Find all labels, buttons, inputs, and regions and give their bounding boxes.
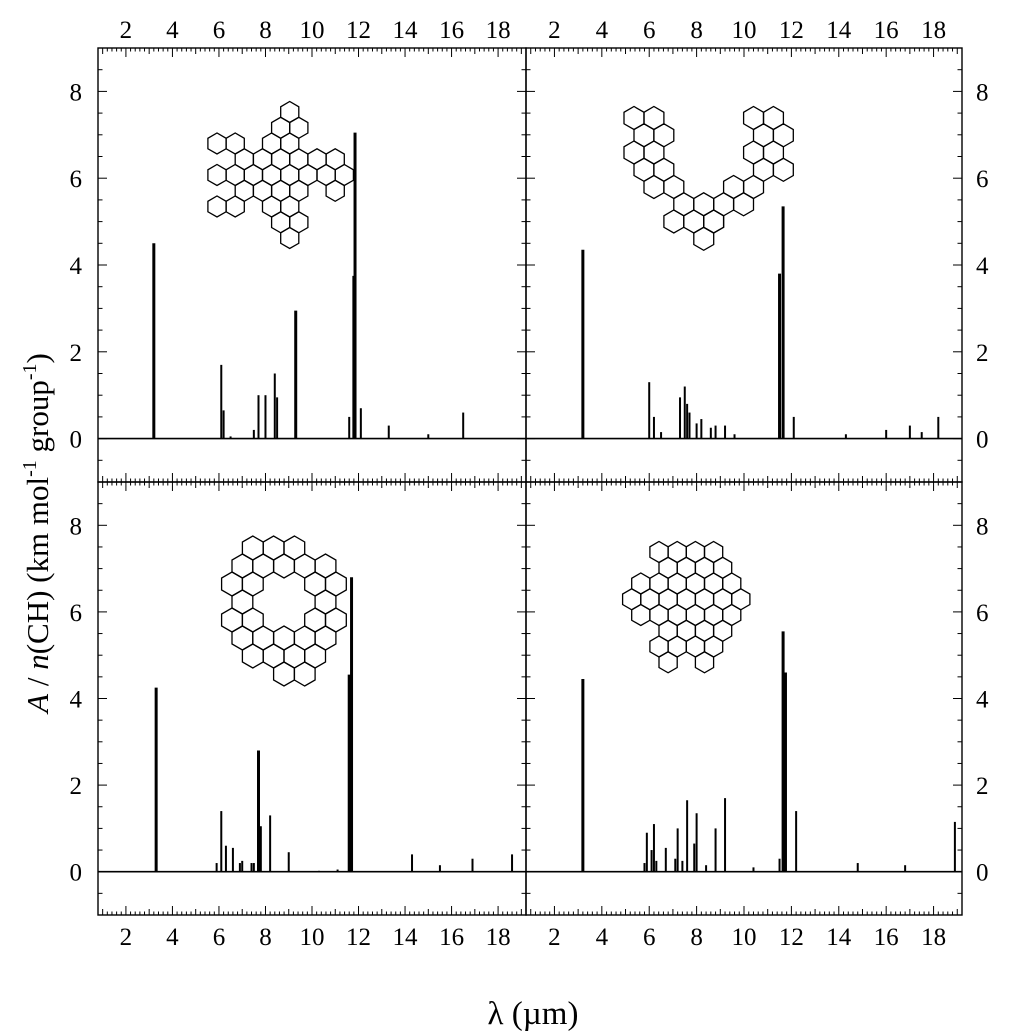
molecule-hexagon xyxy=(631,603,651,627)
molecule-hexagon xyxy=(207,195,227,218)
spectrum-panel-top-left: 2 4 6 8 10 12 14 16 18 0 2 4 6 8 xyxy=(70,17,527,483)
molecule-hexagon xyxy=(225,195,245,218)
x-tick-label: 12 xyxy=(779,17,804,44)
star-shaped-pah-molecule-icon xyxy=(207,100,355,250)
x-tick-label: 6 xyxy=(643,17,656,44)
x-tick-label: 12 xyxy=(779,924,804,951)
y-tick-label: 6 xyxy=(70,166,83,193)
x-tick-label: 10 xyxy=(300,17,325,44)
y-tick-label: 0 xyxy=(70,860,83,887)
x-tick-label: 16 xyxy=(439,17,464,44)
molecule-hexagon xyxy=(732,192,755,217)
y-tick-label: 4 xyxy=(976,253,989,280)
molecule-hexagon xyxy=(293,661,316,687)
x-tick-label: 18 xyxy=(486,924,511,951)
x-tick-label: 8 xyxy=(690,924,703,951)
y-tick-label: 2 xyxy=(70,773,83,800)
x-tick-label: 14 xyxy=(393,924,419,951)
y-tick-label: 6 xyxy=(976,166,989,193)
x-tick-label: 2 xyxy=(548,17,561,44)
molecule-hexagon xyxy=(334,163,355,187)
x-tick-label: 18 xyxy=(486,17,511,44)
x-tick-label: 2 xyxy=(120,17,133,44)
y-tick-label: 4 xyxy=(70,253,83,280)
molecule-hexagon xyxy=(207,132,227,155)
x-tick-label: 6 xyxy=(213,924,226,951)
x-tick-label: 12 xyxy=(346,924,371,951)
x-tick-label: 2 xyxy=(120,924,133,951)
molecule-hexagon xyxy=(694,651,715,674)
panel-frame xyxy=(97,481,527,916)
x-axis-label: λ (µm) xyxy=(488,996,579,1032)
y-tick-label: 2 xyxy=(976,340,989,367)
axis-labels: λ (µm) A / n(CH) (km mol-1 group-1) xyxy=(19,353,578,1032)
y-tick-label: 0 xyxy=(976,427,989,454)
y-axis-label: A / n(CH) (km mol-1 group-1) xyxy=(19,353,55,715)
x-tick-label: 14 xyxy=(826,924,852,951)
y-tick-label: 6 xyxy=(70,600,83,627)
u-shaped-pah-molecule-icon xyxy=(623,105,794,252)
y-tick-label: 4 xyxy=(70,687,83,714)
x-tick-label: 18 xyxy=(921,17,946,44)
molecule-hexagon xyxy=(280,226,300,250)
x-tick-label: 6 xyxy=(213,17,226,44)
y-tick-label: 8 xyxy=(976,79,989,106)
y-tick-label: 0 xyxy=(70,427,83,454)
x-tick-label: 16 xyxy=(874,924,899,951)
x-tick-label: 10 xyxy=(732,17,757,44)
x-tick-label: 4 xyxy=(596,17,609,44)
x-tick-label: 10 xyxy=(732,924,757,951)
x-tick-label: 16 xyxy=(439,924,464,951)
spectrum-panel-top-right: 2 4 6 8 10 12 14 16 18 0 2 4 6 8 xyxy=(525,17,989,483)
y-tick-label: 2 xyxy=(70,340,83,367)
x-tick-label: 4 xyxy=(166,924,179,951)
x-tick-label: 14 xyxy=(393,17,419,44)
molecule-hexagon xyxy=(207,163,227,187)
x-tick-label: 18 xyxy=(921,924,946,951)
x-tick-label: 14 xyxy=(826,17,852,44)
panel-frame xyxy=(525,481,963,916)
panel-frame xyxy=(97,47,527,483)
molecule-hexagon xyxy=(658,651,678,674)
y-tick-label: 8 xyxy=(70,513,83,540)
molecule-hexagon xyxy=(241,643,264,669)
molecule-hexagon xyxy=(772,157,794,183)
spectrum-panel-bottom-right: 2 4 6 8 10 12 14 16 18 0 2 4 6 8 xyxy=(525,481,989,951)
x-tick-label: 8 xyxy=(259,17,272,44)
x-tick-label: 8 xyxy=(259,924,272,951)
y-tick-label: 2 xyxy=(976,773,989,800)
molecule-hexagon xyxy=(272,661,296,687)
panel-group: 2 4 6 8 10 12 14 16 18 0 2 4 6 8 2 4 6 8 10 12 14 16 18 0 2 4 6 8 2 4… xyxy=(70,17,990,951)
y-tick-label: 8 xyxy=(976,513,989,540)
y-tick-label: 4 xyxy=(976,687,989,714)
y-tick-label: 0 xyxy=(976,860,989,887)
x-tick-label: 6 xyxy=(643,924,656,951)
molecule-hexagon xyxy=(703,209,725,234)
molecule-hexagon xyxy=(307,148,327,171)
compact-pah-molecule-icon xyxy=(621,540,751,674)
molecule-hexagon xyxy=(272,553,296,579)
x-tick-label: 12 xyxy=(346,17,371,44)
x-tick-label: 10 xyxy=(300,924,325,951)
ring-shaped-pah-molecule-icon xyxy=(220,535,347,687)
x-tick-label: 2 xyxy=(548,924,561,951)
spectrum-panel-bottom-left: 2 4 6 8 10 12 14 16 18 0 2 4 6 8 xyxy=(70,481,527,951)
x-tick-label: 4 xyxy=(596,924,609,951)
x-tick-label: 16 xyxy=(874,17,899,44)
molecule-hexagon xyxy=(663,209,685,234)
molecule-hexagon xyxy=(643,174,665,200)
y-tick-label: 6 xyxy=(976,600,989,627)
x-tick-label: 4 xyxy=(166,17,179,44)
y-tick-label: 8 xyxy=(70,79,83,106)
x-tick-label: 8 xyxy=(690,17,703,44)
